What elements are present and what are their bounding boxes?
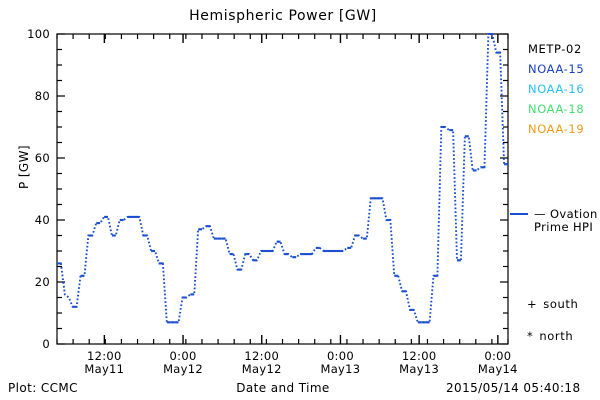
legend-item-noaa-18[interactable]: NOAA-18 xyxy=(528,102,585,116)
marker-symbol-south: + xyxy=(527,297,538,311)
data-series-group xyxy=(57,32,508,324)
x-axis-label: Date and Time xyxy=(236,381,330,395)
legend-ovation-line1: — Ovation xyxy=(534,207,598,221)
legend-marker-north: * north xyxy=(527,329,573,343)
marker-label-south: south xyxy=(543,297,579,311)
x-tick-date: May12 xyxy=(163,362,203,376)
y-tick-label: 60 xyxy=(34,151,50,165)
x-tick-date: May11 xyxy=(84,362,125,376)
y-tick-label: 20 xyxy=(34,275,50,289)
x-tick-label: 12:00 May13 xyxy=(379,349,459,376)
page-title: Hemispheric Power [GW] xyxy=(189,8,377,24)
x-tick-label: 0:00 May12 xyxy=(143,349,223,376)
marker-label-north: north xyxy=(539,329,574,343)
marker-symbol-north: * xyxy=(527,329,534,343)
plot-credit: Plot: CCMC xyxy=(8,381,78,395)
legend-item-noaa-16[interactable]: NOAA-16 xyxy=(528,82,585,96)
legend-item-noaa-19[interactable]: NOAA-19 xyxy=(528,122,585,136)
x-tick-date: May13 xyxy=(399,362,440,376)
legend-marker-south: + south xyxy=(527,297,578,311)
x-tick-date: May13 xyxy=(320,362,361,376)
y-tick-label: 100 xyxy=(27,27,50,41)
y-tick-label: 0 xyxy=(42,337,50,351)
y-tick-label: 40 xyxy=(34,213,50,227)
x-tick-date: May14 xyxy=(477,362,518,376)
legend-ovation-prime: — Ovation Prime HPI xyxy=(534,208,598,233)
x-tick-time: 0:00 xyxy=(484,349,512,363)
legend-item-noaa-15[interactable]: NOAA-15 xyxy=(528,62,585,76)
x-tick-label: 12:00 May12 xyxy=(222,349,302,376)
x-tick-time: 12:00 xyxy=(401,349,437,363)
plot-axes xyxy=(56,33,509,345)
legend-item-metp-02[interactable]: METP-02 xyxy=(528,42,582,56)
y-tick-label: 80 xyxy=(34,89,50,103)
legend-ovation-line2: Prime HPI xyxy=(534,219,594,234)
x-tick-time: 0:00 xyxy=(169,349,197,363)
x-tick-label: 12:00 May11 xyxy=(64,349,144,376)
x-tick-time: 0:00 xyxy=(326,349,354,363)
x-tick-label: 0:00 May13 xyxy=(300,349,380,376)
plot-timestamp: 2015/05/14 05:40:18 xyxy=(446,381,581,395)
x-tick-date: May12 xyxy=(241,362,282,376)
x-tick-time: 12:00 xyxy=(244,349,280,363)
x-tick-label: 0:00 May14 xyxy=(458,349,538,376)
x-tick-time: 12:00 xyxy=(87,349,122,363)
